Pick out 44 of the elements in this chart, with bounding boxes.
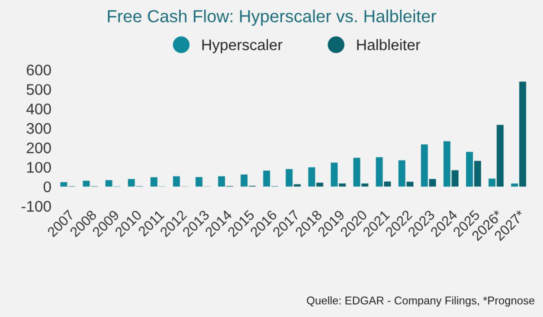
bar xyxy=(128,178,135,187)
bar xyxy=(353,158,360,187)
bar xyxy=(420,144,428,187)
bar xyxy=(294,184,301,187)
bar xyxy=(398,160,406,187)
bar xyxy=(474,160,482,187)
bar xyxy=(361,183,368,187)
bar xyxy=(519,82,526,187)
bar xyxy=(240,174,248,187)
bar xyxy=(263,170,270,187)
bar xyxy=(330,162,338,187)
y-tick-label: 0 xyxy=(44,181,51,192)
bar xyxy=(60,182,68,187)
y-tick-label: 400 xyxy=(26,104,51,114)
bar xyxy=(466,152,473,187)
bar xyxy=(196,177,202,187)
bar xyxy=(173,176,180,187)
y-tick-label: 600 xyxy=(26,64,51,76)
bar xyxy=(376,157,383,187)
bar xyxy=(316,182,324,187)
y-tick-label: 200 xyxy=(26,142,51,154)
y-tick-label: 300 xyxy=(26,123,51,134)
legend-label: Halbleiter xyxy=(357,39,420,50)
y-tick-label: 500 xyxy=(26,84,51,95)
bar xyxy=(429,178,436,187)
bar xyxy=(308,167,316,187)
bar xyxy=(384,182,391,187)
bar xyxy=(443,141,450,187)
bar xyxy=(406,182,414,187)
y-tick-label: 100 xyxy=(27,162,51,173)
source-note: Quelle: EDGAR - Company Filings, *Prognose xyxy=(306,296,534,307)
bar xyxy=(496,124,504,187)
bar xyxy=(452,170,459,187)
legend-label: Hyperscaler xyxy=(202,39,282,54)
bar xyxy=(488,178,496,187)
bar xyxy=(150,177,158,187)
chart-title: Free Cash Flow: Hyperscaler vs. Halbleiter xyxy=(108,10,436,26)
bar xyxy=(286,169,293,187)
bar xyxy=(218,176,225,187)
bar xyxy=(82,180,90,187)
bar xyxy=(338,183,346,187)
bar xyxy=(105,180,112,187)
y-tick-label: -100 xyxy=(22,200,51,212)
bar xyxy=(511,183,518,187)
